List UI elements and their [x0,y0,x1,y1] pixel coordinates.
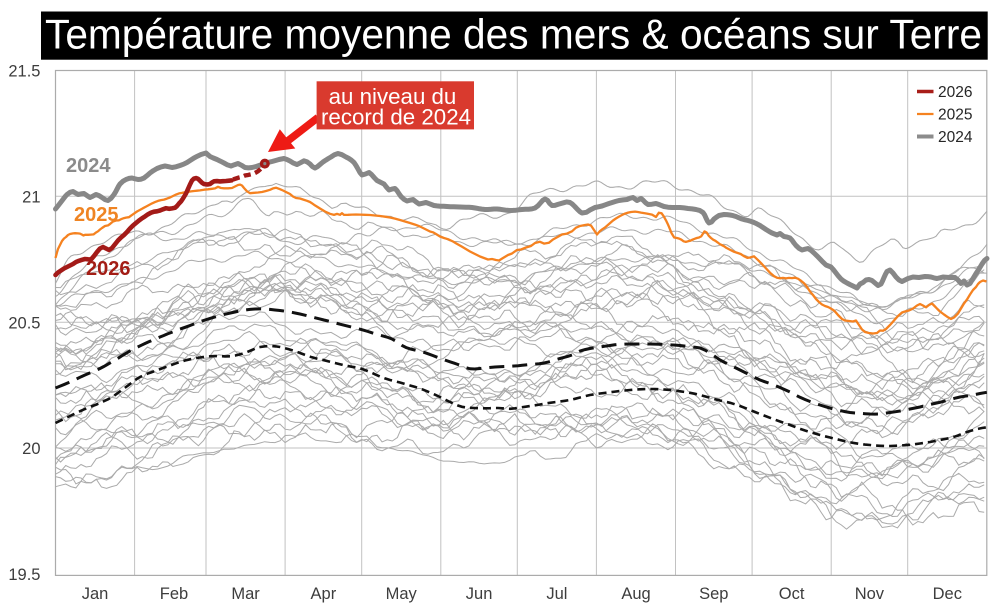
svg-text:Jan: Jan [82,585,109,603]
svg-text:2024: 2024 [938,129,973,146]
svg-text:2026: 2026 [938,84,972,101]
svg-text:2025: 2025 [938,107,972,124]
svg-text:May: May [386,585,418,603]
svg-text:Mar: Mar [231,585,260,603]
svg-text:20: 20 [22,440,40,458]
svg-text:21: 21 [22,189,40,207]
svg-text:Oct: Oct [779,585,805,603]
svg-text:21.5: 21.5 [8,63,40,81]
svg-text:19.5: 19.5 [8,566,40,584]
svg-text:Apr: Apr [311,585,337,603]
svg-text:Feb: Feb [160,585,188,603]
svg-text:au niveau du: au niveau du [329,84,457,109]
svg-text:Aug: Aug [621,585,650,603]
svg-text:Nov: Nov [855,585,885,603]
svg-text:Sep: Sep [699,585,728,603]
svg-text:20.5: 20.5 [8,314,40,332]
svg-text:2024: 2024 [66,155,111,177]
svg-text:2026: 2026 [86,258,131,280]
svg-text:Dec: Dec [933,585,962,603]
svg-text:Température moyenne des mers &: Température moyenne des mers & océans su… [45,10,982,57]
svg-text:Jun: Jun [466,585,493,603]
svg-text:record de 2024: record de 2024 [321,105,471,130]
svg-text:Jul: Jul [546,585,567,603]
svg-text:2025: 2025 [74,204,119,226]
